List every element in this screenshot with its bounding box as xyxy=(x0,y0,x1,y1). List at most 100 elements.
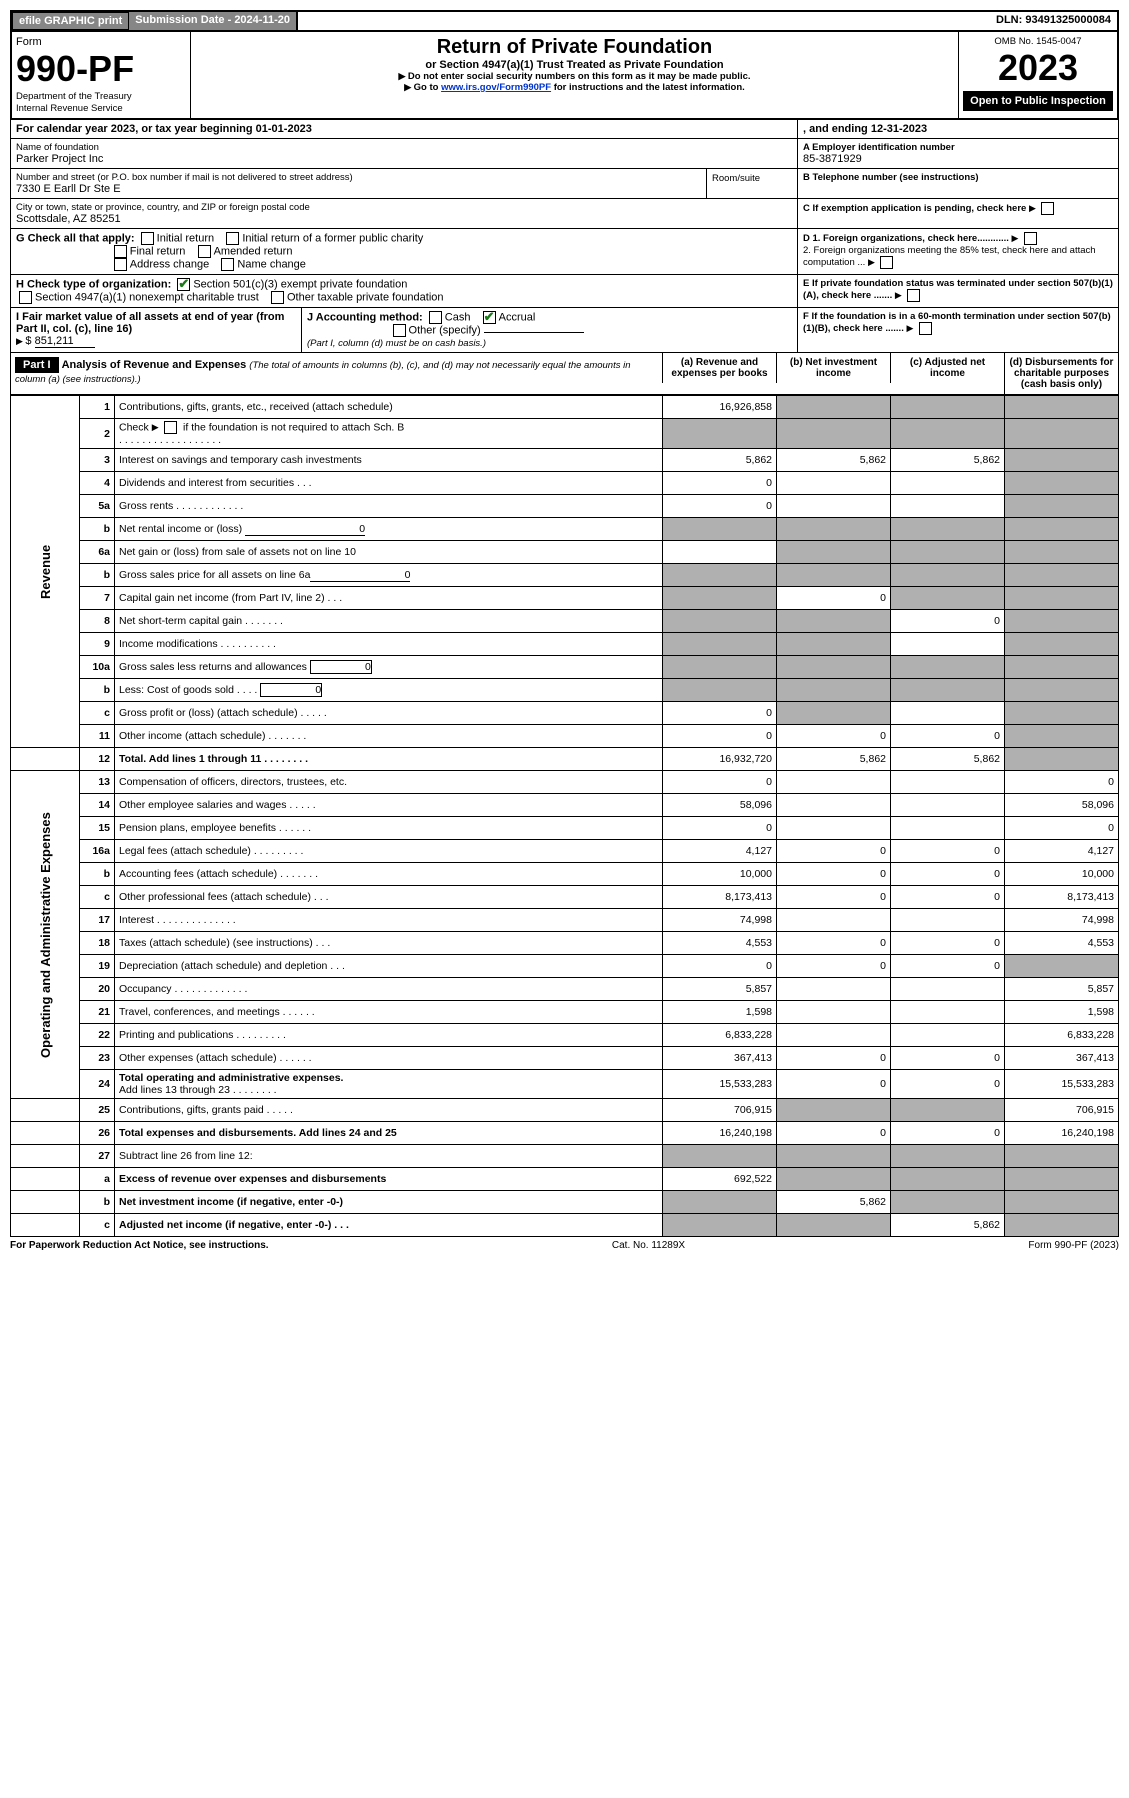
g-o6: Name change xyxy=(237,258,306,270)
h-other[interactable] xyxy=(271,291,284,304)
ln: 10a xyxy=(80,656,115,679)
part1-table: Revenue 1Contributions, gifts, grants, e… xyxy=(10,395,1119,1237)
ln: 25 xyxy=(80,1099,115,1122)
ln: 3 xyxy=(80,449,115,472)
phone-label: B Telephone number (see instructions) xyxy=(803,172,1113,183)
g-o1: Initial return xyxy=(157,232,214,244)
g-initial[interactable] xyxy=(141,232,154,245)
ln: 7 xyxy=(80,587,115,610)
amt-b: 0 xyxy=(777,1122,891,1145)
amt-a: 6,833,228 xyxy=(663,1024,777,1047)
ein-label: A Employer identification number xyxy=(803,142,1113,153)
line-desc: Total expenses and disbursements. Add li… xyxy=(115,1122,663,1145)
ln: b xyxy=(80,1191,115,1214)
h-o1: Section 501(c)(3) exempt private foundat… xyxy=(193,278,407,290)
ln: c xyxy=(80,702,115,725)
h-label: H Check type of organization: xyxy=(16,278,171,290)
line-desc: Other expenses (attach schedule) . . . .… xyxy=(115,1047,663,1070)
schb-checkbox[interactable] xyxy=(164,421,177,434)
dept: Department of the Treasury xyxy=(16,91,132,102)
amt-c: 0 xyxy=(891,725,1005,748)
amt-c: 0 xyxy=(891,932,1005,955)
ln: 24 xyxy=(80,1070,115,1099)
city-label: City or town, state or province, country… xyxy=(16,202,792,213)
ln: b xyxy=(80,564,115,587)
amt-b: 0 xyxy=(777,863,891,886)
amt-d: 15,533,283 xyxy=(1005,1070,1119,1099)
line-desc: Accounting fees (attach schedule) . . . … xyxy=(115,863,663,886)
line-desc: Printing and publications . . . . . . . … xyxy=(115,1024,663,1047)
col-a-hdr: (a) Revenue and expenses per books xyxy=(662,353,776,383)
amt-c: 0 xyxy=(891,1070,1005,1099)
j-o2: Accrual xyxy=(499,311,536,323)
line-desc: Income modifications . . . . . . . . . . xyxy=(115,633,663,656)
h-4947[interactable] xyxy=(19,291,32,304)
amt-b: 5,862 xyxy=(777,1191,891,1214)
amt-d: 367,413 xyxy=(1005,1047,1119,1070)
amt-c: 5,862 xyxy=(891,748,1005,771)
g-address[interactable] xyxy=(114,258,127,271)
open-public: Open to Public Inspection xyxy=(963,91,1113,111)
j-label: J Accounting method: xyxy=(307,311,423,323)
tax-year: 2023 xyxy=(963,47,1113,89)
amt-d: 58,096 xyxy=(1005,794,1119,817)
h-o3: Other taxable private foundation xyxy=(287,291,444,303)
line-desc: Taxes (attach schedule) (see instruction… xyxy=(115,932,663,955)
line-desc: Total operating and administrative expen… xyxy=(115,1070,663,1099)
g-final[interactable] xyxy=(114,245,127,258)
j-other[interactable] xyxy=(393,324,406,337)
j-accrual[interactable] xyxy=(483,311,496,324)
part1-title: Analysis of Revenue and Expenses xyxy=(62,359,247,371)
e-checkbox[interactable] xyxy=(907,289,920,302)
ln: 26 xyxy=(80,1122,115,1145)
revenue-tab: Revenue xyxy=(11,396,80,748)
d1-checkbox[interactable] xyxy=(1024,232,1037,245)
line-desc: Gross sales less returns and allowances … xyxy=(115,656,663,679)
line-desc: Interest on savings and temporary cash i… xyxy=(115,449,663,472)
ln: 14 xyxy=(80,794,115,817)
g-namechange[interactable] xyxy=(221,258,234,271)
amt-b: 0 xyxy=(777,886,891,909)
ln: b xyxy=(80,679,115,702)
ln: 21 xyxy=(80,1001,115,1024)
amt-a: 1,598 xyxy=(663,1001,777,1024)
amt-a: 16,932,720 xyxy=(663,748,777,771)
amt-c: 0 xyxy=(891,610,1005,633)
ln: 9 xyxy=(80,633,115,656)
expenses-tab: Operating and Administrative Expenses xyxy=(11,771,80,1099)
footer-left: For Paperwork Reduction Act Notice, see … xyxy=(10,1240,269,1251)
amt-a: 5,862 xyxy=(663,449,777,472)
line-desc: Adjusted net income (if negative, enter … xyxy=(115,1214,663,1237)
line-desc: Legal fees (attach schedule) . . . . . .… xyxy=(115,840,663,863)
amt-c: 0 xyxy=(891,840,1005,863)
amt-a: 706,915 xyxy=(663,1099,777,1122)
line-desc: Total. Add lines 1 through 11 . . . . . … xyxy=(115,748,663,771)
room-label: Room/suite xyxy=(712,173,760,184)
line-desc: Less: Cost of goods sold . . . . 0 xyxy=(115,679,663,702)
line-desc: Dividends and interest from securities .… xyxy=(115,472,663,495)
line-desc: Net short-term capital gain . . . . . . … xyxy=(115,610,663,633)
h-501c3[interactable] xyxy=(177,278,190,291)
line-desc: Gross profit or (loss) (attach schedule)… xyxy=(115,702,663,725)
form990pf-link[interactable]: www.irs.gov/Form990PF xyxy=(441,82,551,93)
calendar-year: For calendar year 2023, or tax year begi… xyxy=(11,120,798,138)
line-desc: Occupancy . . . . . . . . . . . . . xyxy=(115,978,663,1001)
line-desc: Other income (attach schedule) . . . . .… xyxy=(115,725,663,748)
g-initial-former[interactable] xyxy=(226,232,239,245)
ln: 1 xyxy=(80,396,115,419)
line-desc: Check if the foundation is not required … xyxy=(115,419,663,449)
form-header: Form 990-PF Department of the Treasury I… xyxy=(10,32,1119,120)
j-cash[interactable] xyxy=(429,311,442,324)
ln: 13 xyxy=(80,771,115,794)
line-desc: Pension plans, employee benefits . . . .… xyxy=(115,817,663,840)
efile-print-button[interactable]: efile GRAPHIC print xyxy=(12,12,129,30)
c-checkbox[interactable] xyxy=(1041,202,1054,215)
amt-c: 0 xyxy=(891,886,1005,909)
amt-b: 5,862 xyxy=(777,449,891,472)
d2-checkbox[interactable] xyxy=(880,256,893,269)
ln: 16a xyxy=(80,840,115,863)
amt-d: 0 xyxy=(1005,817,1119,840)
amt-a: 5,857 xyxy=(663,978,777,1001)
g-amended[interactable] xyxy=(198,245,211,258)
f-checkbox[interactable] xyxy=(919,322,932,335)
